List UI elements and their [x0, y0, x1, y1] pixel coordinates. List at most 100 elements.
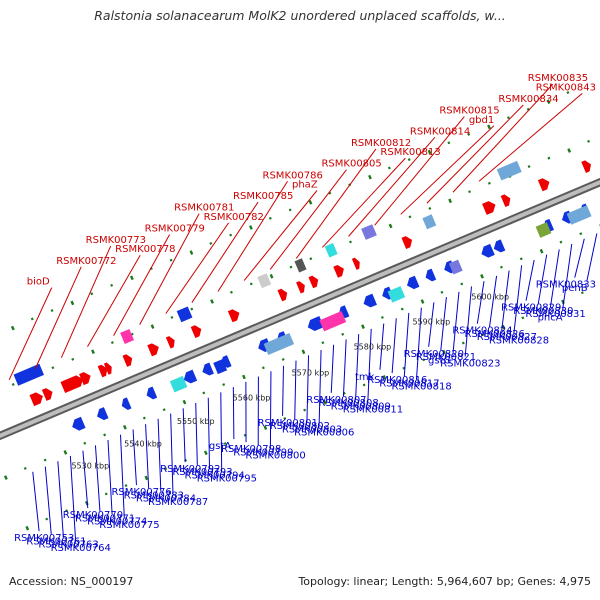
reverse-gene-label[interactable]: RSMK00828: [489, 335, 549, 346]
reverse-gene-label[interactable]: RSMK00833: [536, 280, 596, 291]
forward-gene-label[interactable]: RSMK00812: [351, 138, 411, 149]
reverse-gene-label[interactable]: tmk: [355, 372, 375, 383]
reverse-gene-label[interactable]: RSMK00808: [318, 398, 378, 409]
forward-gene-arrow[interactable]: [97, 363, 110, 378]
forward-gene-label[interactable]: RSMK00773: [86, 235, 146, 246]
reverse-gene-label[interactable]: RSMK00830: [513, 306, 573, 317]
forward-gene-block[interactable]: [324, 242, 338, 258]
forward-gene-arrow[interactable]: [277, 287, 289, 302]
reverse-gene-block[interactable]: [535, 222, 552, 238]
forward-gene-block[interactable]: [13, 363, 45, 386]
forward-gene-arrow[interactable]: [296, 280, 307, 294]
reverse-gene-label[interactable]: RSMK00775: [99, 520, 159, 531]
reverse-gene-block[interactable]: [169, 375, 188, 393]
reverse-gene-label[interactable]: RSMK00770: [63, 510, 123, 521]
reverse-gene-label[interactable]: RSMK00792: [160, 464, 220, 475]
forward-gene-label[interactable]: RSMK00778: [115, 244, 175, 255]
forward-gene-label[interactable]: RSMK00782: [204, 212, 264, 223]
forward-gene-label[interactable]: RSMK00813: [380, 147, 440, 158]
reverse-gene-label[interactable]: RSMK00799: [233, 447, 293, 458]
reverse-gene-label[interactable]: RSMK00818: [391, 382, 451, 393]
reverse-gene-arrow[interactable]: [95, 407, 109, 422]
reverse-gene-arrow[interactable]: [305, 316, 324, 333]
reverse-gene-label[interactable]: RSMK00809: [331, 401, 391, 412]
reverse-gene-label[interactable]: gstA: [209, 441, 231, 452]
reverse-gene-block[interactable]: [387, 286, 406, 303]
forward-gene-arrow[interactable]: [500, 193, 513, 208]
reverse-gene-label[interactable]: RSMK00827: [477, 332, 537, 343]
forward-gene-label[interactable]: RSMK00772: [56, 256, 116, 267]
forward-gene-arrow[interactable]: [351, 257, 362, 270]
forward-gene-block[interactable]: [176, 306, 193, 323]
forward-gene-label[interactable]: RSMK00786: [263, 170, 323, 181]
reverse-gene-arrow[interactable]: [423, 268, 437, 284]
forward-gene-arrow[interactable]: [103, 361, 114, 375]
forward-gene-arrow[interactable]: [333, 263, 346, 278]
reverse-gene-arrow[interactable]: [144, 386, 158, 402]
reverse-gene-label[interactable]: RSMK00776: [111, 487, 171, 498]
forward-gene-label[interactable]: RSMK00781: [174, 203, 234, 214]
reverse-gene-label[interactable]: RSMK00801: [258, 418, 318, 429]
forward-gene-label[interactable]: gbd1: [469, 115, 494, 126]
reverse-gene-label[interactable]: RSMK00820: [404, 349, 464, 360]
forward-gene-arrow[interactable]: [147, 341, 161, 357]
reverse-gene-arrow[interactable]: [119, 397, 132, 411]
reverse-gene-label[interactable]: RSMK00793: [172, 467, 232, 478]
forward-gene-label[interactable]: RSMK00805: [321, 159, 381, 170]
reverse-gene-label[interactable]: RSMK00817: [379, 378, 439, 389]
forward-gene-arrow[interactable]: [122, 353, 134, 367]
forward-gene-arrow[interactable]: [190, 323, 204, 339]
reverse-gene-label[interactable]: RSMK00831: [525, 309, 585, 320]
reverse-gene-label[interactable]: RSMK00806: [294, 428, 354, 439]
reverse-gene-block[interactable]: [566, 205, 592, 225]
forward-gene-label[interactable]: phaZ: [292, 180, 318, 191]
reverse-gene-label[interactable]: gstG: [428, 355, 451, 366]
forward-gene-block[interactable]: [120, 329, 134, 344]
forward-gene-arrow[interactable]: [308, 274, 320, 289]
reverse-gene-label[interactable]: pehB: [562, 283, 588, 294]
forward-gene-block[interactable]: [496, 160, 522, 181]
reverse-gene-arrow[interactable]: [70, 416, 86, 433]
forward-gene-arrow[interactable]: [165, 335, 177, 349]
reverse-gene-arrow[interactable]: [361, 293, 377, 310]
forward-gene-arrow[interactable]: [60, 373, 85, 394]
reverse-gene-block[interactable]: [448, 259, 463, 275]
reverse-gene-label[interactable]: RSMK00800: [245, 451, 305, 462]
reverse-gene-block[interactable]: [213, 359, 228, 375]
forward-gene-label[interactable]: RSMK00834: [498, 94, 558, 105]
forward-gene-label[interactable]: RSMK00785: [233, 191, 293, 202]
reverse-gene-label[interactable]: RSMK00783: [124, 490, 184, 501]
reverse-gene-label[interactable]: RSMK00807: [306, 395, 366, 406]
forward-gene-label[interactable]: RSMK00835: [528, 73, 588, 84]
reverse-gene-label[interactable]: RSMK00803: [282, 424, 342, 435]
reverse-gene-arrow[interactable]: [479, 243, 495, 260]
forward-gene-label[interactable]: RSMK00779: [145, 223, 205, 234]
forward-gene-arrow[interactable]: [41, 386, 55, 401]
reverse-gene-label[interactable]: RSMK00771: [75, 513, 135, 524]
reverse-gene-label[interactable]: RSMK00816: [367, 375, 427, 386]
reverse-gene-label[interactable]: RSMK00764: [51, 543, 111, 554]
forward-gene-arrow[interactable]: [581, 159, 593, 173]
reverse-gene-label[interactable]: pncA: [538, 312, 563, 323]
reverse-gene-label[interactable]: RSMK00824: [452, 326, 512, 337]
reverse-gene-label[interactable]: RSMK00753: [14, 533, 74, 544]
reverse-gene-label[interactable]: RSMK00763: [38, 540, 98, 551]
reverse-gene-block[interactable]: [319, 310, 347, 332]
forward-gene-arrow[interactable]: [401, 234, 414, 249]
reverse-gene-label[interactable]: RSMK00821: [416, 352, 476, 363]
reverse-gene-label[interactable]: RSMK00802: [270, 421, 330, 432]
forward-gene-block[interactable]: [422, 214, 437, 230]
reverse-gene-label[interactable]: RSMK00774: [87, 517, 147, 528]
forward-gene-label[interactable]: RSMK00814: [410, 126, 470, 137]
forward-gene-arrow[interactable]: [537, 176, 552, 192]
forward-gene-block[interactable]: [257, 273, 272, 289]
reverse-gene-arrow[interactable]: [491, 239, 506, 254]
forward-gene-arrow[interactable]: [482, 199, 498, 215]
reverse-gene-label[interactable]: RSMK00829: [501, 303, 561, 314]
forward-gene-label[interactable]: RSMK00815: [439, 106, 499, 117]
reverse-gene-arrow[interactable]: [181, 369, 198, 386]
forward-gene-block[interactable]: [361, 224, 377, 240]
forward-gene-arrow[interactable]: [79, 370, 93, 386]
reverse-gene-label[interactable]: RSMK00823: [440, 358, 500, 369]
forward-gene-arrow[interactable]: [29, 390, 45, 407]
